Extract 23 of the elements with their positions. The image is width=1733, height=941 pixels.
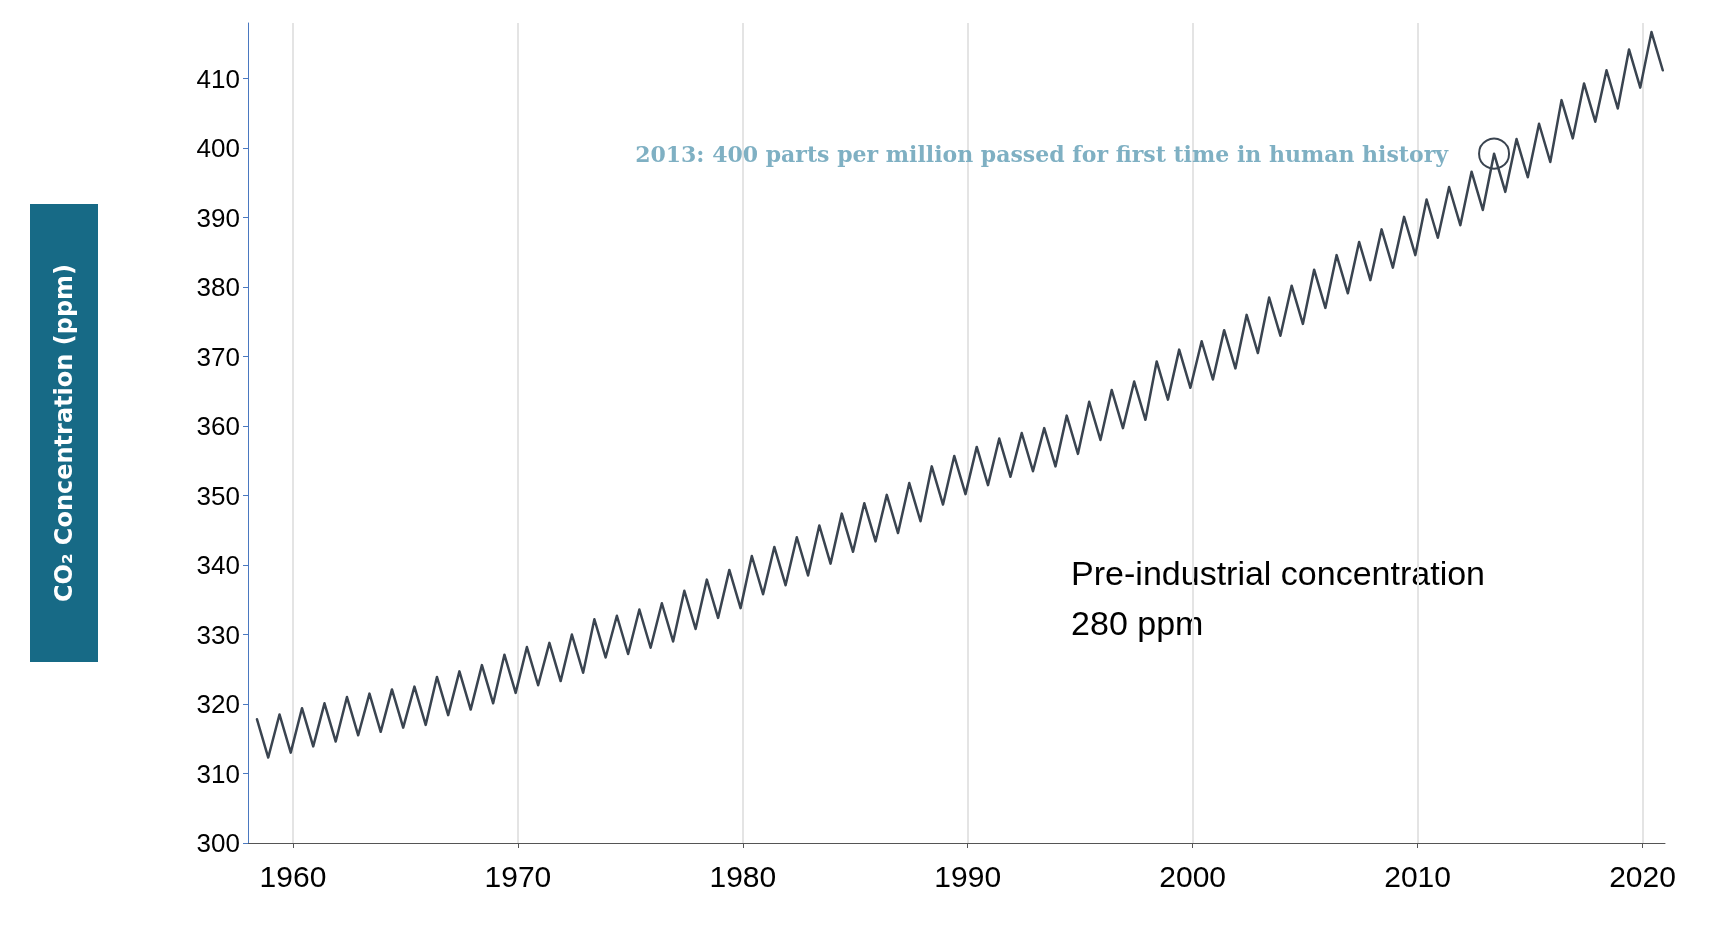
y-axis-title: CO₂ Concentration (ppm) xyxy=(50,263,78,603)
x-tick-label: 2010 xyxy=(1384,859,1451,893)
y-tick-label: 340 xyxy=(196,550,240,581)
x-tick-label: 1970 xyxy=(484,859,552,893)
x-tick-label: 1990 xyxy=(934,859,1002,893)
y-tick-label: 390 xyxy=(196,202,240,233)
y-tick-label: 320 xyxy=(196,689,240,720)
y-tick-label: 360 xyxy=(196,411,240,442)
y-tick-label: 330 xyxy=(196,619,240,650)
annotation: Pre-industrial concentration 280 ppm xyxy=(1071,554,1486,642)
y-tick-label: 400 xyxy=(196,133,240,164)
x-tick-label: 1960 xyxy=(259,859,327,893)
x-tick-label: 2020 xyxy=(1609,859,1676,893)
y-tick-label: 370 xyxy=(196,341,240,372)
x-tick-label: 1980 xyxy=(709,859,777,893)
y-tick-label: 300 xyxy=(196,828,240,858)
y-tick-label: 380 xyxy=(196,272,240,303)
annotation: 2013: 400 parts per million passed for first time in human history xyxy=(635,140,1450,167)
y-tick-label: 410 xyxy=(196,63,240,94)
line-series xyxy=(255,30,1664,759)
y-tick-label: 350 xyxy=(196,480,240,511)
x-tick-label: 2000 xyxy=(1159,859,1227,893)
y-tick-label: 310 xyxy=(196,758,240,789)
